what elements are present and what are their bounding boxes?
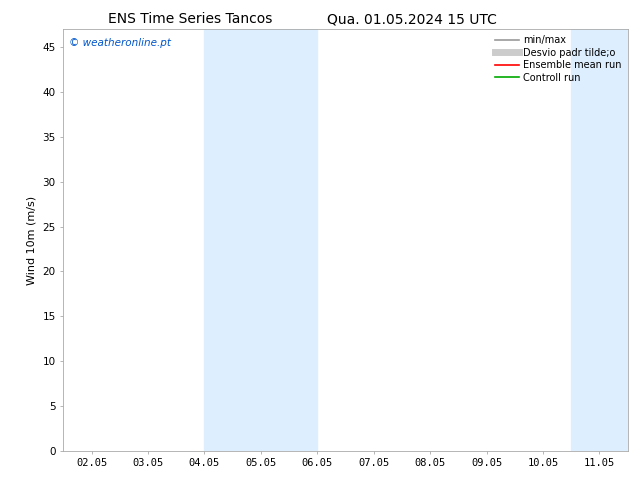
Legend: min/max, Desvio padr tilde;o, Ensemble mean run, Controll run: min/max, Desvio padr tilde;o, Ensemble m… xyxy=(494,34,623,83)
Text: ENS Time Series Tancos: ENS Time Series Tancos xyxy=(108,12,273,26)
Text: © weatheronline.pt: © weatheronline.pt xyxy=(69,38,171,48)
Y-axis label: Wind 10m (m/s): Wind 10m (m/s) xyxy=(27,196,37,285)
Text: Qua. 01.05.2024 15 UTC: Qua. 01.05.2024 15 UTC xyxy=(327,12,497,26)
Bar xyxy=(204,29,317,451)
Bar xyxy=(571,29,628,451)
